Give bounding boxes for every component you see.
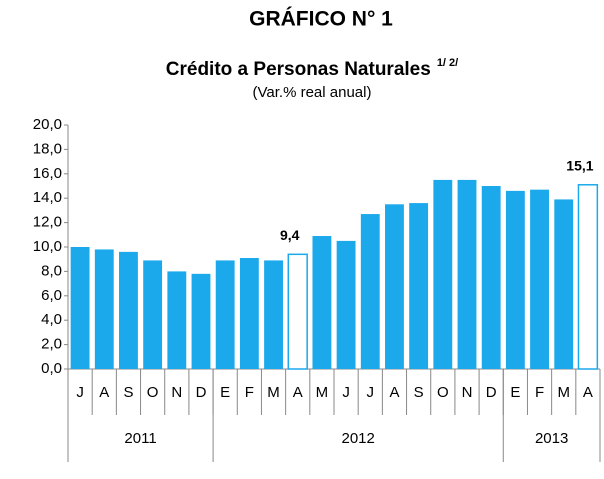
bar <box>433 179 453 369</box>
unit-label: (Var.% real anual) <box>253 84 372 101</box>
bar <box>409 203 429 369</box>
x-tick-label: A <box>293 384 303 401</box>
y-tick-label: 8,0 <box>41 262 62 279</box>
y-tick-label: 14,0 <box>33 189 62 206</box>
subtitle-note: 1/ 2/ <box>437 57 458 69</box>
group-label: 2011 <box>124 430 156 447</box>
x-tick-label: A <box>99 384 109 401</box>
bar <box>167 271 187 369</box>
x-tick-label: F <box>535 384 544 401</box>
x-tick-label: M <box>267 384 280 401</box>
x-tick-label: S <box>123 384 133 401</box>
bar <box>554 199 574 369</box>
chart-subtitle: Crédito a Personas Naturales 1/ 2/ <box>166 57 458 80</box>
bar <box>360 214 380 369</box>
x-tick-label: S <box>414 384 424 401</box>
data-label: 9,4 <box>280 227 300 243</box>
x-tick-label: A <box>583 384 593 401</box>
bar <box>215 260 235 369</box>
x-tick-label: E <box>510 384 520 401</box>
bar <box>457 179 477 369</box>
x-tick-label: N <box>171 384 182 401</box>
x-tick-label: M <box>316 384 329 401</box>
y-tick-label: 2,0 <box>41 336 62 353</box>
bar <box>264 260 283 369</box>
x-tick-label: A <box>389 384 399 401</box>
bar <box>94 249 114 369</box>
y-tick-label: 0,0 <box>41 360 62 377</box>
bar <box>336 240 356 369</box>
group-label: 2013 <box>535 430 568 447</box>
y-tick-label: 20,0 <box>33 116 62 133</box>
y-tick-label: 10,0 <box>33 238 62 255</box>
bar <box>119 251 138 369</box>
bar <box>481 186 501 369</box>
bar <box>143 260 163 369</box>
bar <box>312 236 332 369</box>
x-tick-label: O <box>147 384 159 401</box>
bar <box>287 253 308 370</box>
y-tick-label: 16,0 <box>33 165 62 182</box>
x-tick-label: M <box>557 384 570 401</box>
x-tick-label: N <box>462 384 473 401</box>
bar <box>505 190 525 369</box>
y-tick-label: 18,0 <box>33 140 62 157</box>
y-tick-label: 6,0 <box>41 287 62 304</box>
subtitle-text: Crédito a Personas Naturales <box>166 59 431 80</box>
x-tick-label: J <box>76 384 84 401</box>
x-tick-label: O <box>437 384 449 401</box>
bar <box>577 184 599 370</box>
bar <box>239 257 259 369</box>
data-label: 15,1 <box>566 157 593 173</box>
x-tick-label: D <box>196 384 207 401</box>
y-tick-label: 4,0 <box>41 311 62 328</box>
chart-title: GRÁFICO N° 1 <box>249 8 393 31</box>
bar <box>70 247 90 369</box>
y-tick-label: 12,0 <box>33 214 62 231</box>
bar <box>530 189 549 369</box>
x-tick-label: J <box>367 384 375 401</box>
group-label: 2012 <box>341 430 374 447</box>
bar <box>385 204 404 369</box>
x-tick-label: J <box>342 384 350 401</box>
bar <box>191 273 211 369</box>
x-tick-label: E <box>220 384 230 401</box>
x-tick-label: F <box>245 384 254 401</box>
x-tick-label: D <box>486 384 497 401</box>
